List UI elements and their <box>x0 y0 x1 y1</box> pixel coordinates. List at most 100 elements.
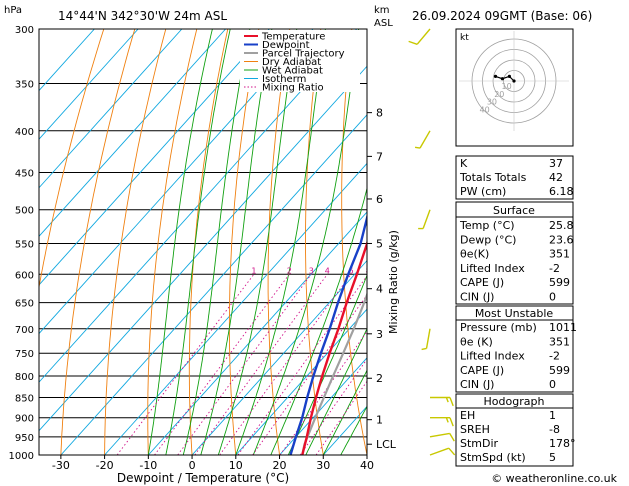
index-label: SREH <box>460 423 490 436</box>
pressure-tick-label: 900 <box>15 414 34 425</box>
x-tick-label: 10 <box>229 459 243 472</box>
most-unstable-title: Most Unstable <box>475 307 554 320</box>
mixing-ratio-line <box>299 358 367 455</box>
wet-adiabat-line <box>182 29 251 455</box>
wind-barb-flag <box>445 397 449 403</box>
x-tick-label: -10 <box>139 459 157 472</box>
index-value: 351 <box>549 248 570 261</box>
mixing-ratio-label: 3 <box>309 266 314 275</box>
index-label: θe (K) <box>460 335 493 348</box>
parcel-trajectory-line <box>301 291 367 455</box>
profile-series <box>289 213 367 455</box>
station-location: 14°44'N 342°30'W 24m ASL <box>58 9 227 23</box>
indices-most-unstable: Pressure (mb) 1011 θe (K) 351 Lifted Index -2… <box>460 321 577 391</box>
plot-grid: 1 2 3 4 6 8 10 15 20 25 <box>39 29 367 455</box>
legend-label: Wet Adiabat <box>262 66 323 77</box>
wind-barb-staff <box>416 28 431 45</box>
indices-box-hodograph <box>455 393 574 467</box>
wet-adiabat-line <box>305 327 367 455</box>
indices-surface: Temp (°C) 25.8 Dewp (°C) 23.6 θe(K) 351 Lifted… <box>459 219 574 304</box>
index-value: 6.18 <box>549 185 574 198</box>
wet-adiabat-line <box>217 29 298 455</box>
isotherm-line <box>191 259 367 455</box>
wind-barb-flag <box>449 433 455 442</box>
wind-barb-flag <box>445 417 449 423</box>
pressure-tick-label: 700 <box>15 325 34 336</box>
index-value: 42 <box>549 171 563 184</box>
x-tick-label: 30 <box>316 459 330 472</box>
index-value: -8 <box>549 423 560 436</box>
wet-adiabat-line <box>165 29 231 455</box>
wet-adiabat-line <box>270 186 367 455</box>
index-label: θe(K) <box>460 248 489 261</box>
index-value: 1 <box>549 409 556 422</box>
isotherm-line <box>60 114 367 455</box>
wind-barb-flag <box>414 146 421 149</box>
hodograph-kt-label: kt <box>460 33 469 43</box>
index-label: CAPE (J) <box>460 364 504 377</box>
wind-barb-staff <box>419 130 431 149</box>
mixing-ratio-line <box>219 274 352 455</box>
index-label: Totals Totals <box>459 171 527 184</box>
wind-barbs <box>408 28 456 456</box>
temperature-line <box>301 239 367 455</box>
dry-adiabat-line <box>228 29 260 455</box>
wet-adiabat-line <box>340 405 367 455</box>
hodograph-point <box>500 77 505 81</box>
hodograph-title: Hodograph <box>484 395 545 408</box>
x-tick-label: -30 <box>52 459 70 472</box>
asl-unit-label: ASL <box>374 18 393 29</box>
hodograph-trace <box>495 75 515 82</box>
height-tick-label: 7 <box>376 150 383 163</box>
indices-general: K 37 Totals Totals 42 PW (cm) 6.18 <box>459 157 574 198</box>
pressure-tick-label: 550 <box>15 239 34 250</box>
mixing-ratio-label: 2 <box>287 266 292 275</box>
dry-adiabat-line <box>60 29 136 455</box>
index-value: 0 <box>549 378 556 391</box>
km-unit-label: km <box>374 5 390 16</box>
isotherm-line <box>39 29 226 238</box>
index-value: 351 <box>549 335 570 348</box>
hodograph-point <box>512 79 516 83</box>
index-value: 37 <box>549 157 563 170</box>
index-value: 25.8 <box>549 219 574 232</box>
pressure-tick-label: 450 <box>15 168 34 179</box>
pressure-tick-label: 350 <box>15 80 34 91</box>
x-tick-label: 20 <box>273 459 287 472</box>
copyright-text: © weatheronline.co.uk <box>491 472 617 485</box>
index-label: Lifted Index <box>460 350 525 363</box>
pressure-tick-label: 950 <box>15 433 34 444</box>
hodograph-frame <box>455 28 574 147</box>
height-tick-label: 1 <box>376 414 383 427</box>
indices-box-general <box>455 155 574 200</box>
indices-hodograph: EH 1 SREH -8 StmDir 178° StmSpd (kt) 5 <box>460 409 576 464</box>
pressure-tick-label: 800 <box>15 372 34 383</box>
isotherm-line <box>39 29 270 286</box>
height-tick-label: 2 <box>376 372 383 385</box>
index-value: 1011 <box>549 321 577 334</box>
wind-barb-flag <box>448 447 456 456</box>
wind-barb-staff <box>422 209 431 229</box>
isotherm-line <box>39 29 139 140</box>
pressure-tick-label: 850 <box>15 393 34 404</box>
wet-adiabat-line <box>252 29 360 455</box>
legend-background <box>240 30 360 92</box>
mixing-ratio-line <box>252 294 367 455</box>
index-label: Pressure (mb) <box>460 321 537 334</box>
index-value: 599 <box>549 364 570 377</box>
pressure-tick-label: 300 <box>15 25 34 36</box>
pressure-tick-label: 400 <box>15 127 34 138</box>
x-tick-label: 0 <box>189 459 196 472</box>
mixing-ratio-line <box>237 275 367 455</box>
dry-adiabat-line <box>147 29 198 455</box>
x-tick-label: 40 <box>360 459 374 472</box>
height-tick-label: 6 <box>376 193 383 206</box>
height-tick-label: 4 <box>376 283 383 296</box>
mixing-ratio-label: 4 <box>325 266 330 275</box>
surface-title: Surface <box>493 204 535 217</box>
height-tick-label: 3 <box>376 328 383 341</box>
hpa-unit-label: hPa <box>4 5 22 16</box>
wet-adiabat-line <box>235 29 326 455</box>
